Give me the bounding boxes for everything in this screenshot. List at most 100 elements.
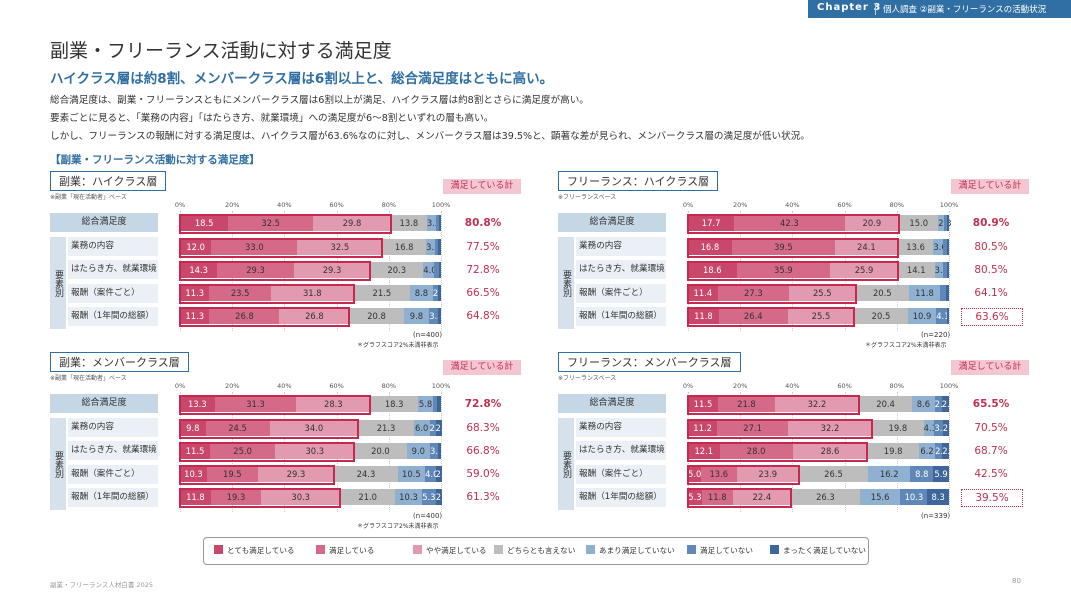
bar-segment: 3.6: [933, 238, 947, 255]
bar-segment: 29.3: [293, 261, 371, 278]
legend-swatch: [413, 545, 422, 554]
bar-segment: 20.0: [354, 442, 407, 459]
bar-segment: 20.5: [855, 284, 910, 301]
axis-tick-label: 0%: [174, 382, 186, 390]
bar-segment: [939, 284, 947, 301]
gridline: [441, 392, 442, 512]
bar-segment: 18.5: [180, 214, 229, 231]
bar-segment: 3.5: [429, 307, 443, 324]
category-label: はたらき方、就業環境: [68, 260, 158, 280]
legend-label: やや満足している: [426, 546, 487, 555]
chart-base-note: ※フリーランスベース: [558, 194, 617, 201]
bar-segment: 11.3: [180, 284, 210, 301]
bar-segment: 15.0: [899, 214, 939, 231]
satisfied-total: 61.3%: [466, 490, 500, 503]
bar-segment: [435, 238, 439, 255]
bar-segment: 29.8: [313, 214, 391, 231]
bar-segment: 34.0: [269, 419, 359, 436]
axis-tick-label: 100%: [431, 382, 451, 390]
bar-segment: 10.3: [180, 465, 207, 482]
body-line: 要素ごとに見ると、「業務の内容」「はたらき方、就業環境」への満足度が6～8割とい…: [50, 113, 494, 124]
bar-segment: 2.9: [941, 395, 955, 412]
sample-size: (n=400): [413, 331, 443, 339]
stacked-bar: 9.824.534.021.36.02.32.3: [179, 418, 449, 439]
chart-footnote: ＊グラフスコア2%未満非表示: [357, 342, 439, 349]
category-overall: 総合満足度: [558, 394, 666, 413]
bar-segment: 29.3: [217, 261, 294, 278]
bar-segment: 10.5: [397, 465, 426, 482]
bar-segment: 12.0: [180, 238, 212, 255]
sample-size: (n=220): [921, 331, 951, 339]
legend-swatch: [770, 545, 779, 554]
satisfied-total: 77.5%: [466, 240, 500, 253]
bar-segment: 14.1: [897, 261, 935, 278]
body-line: しかし、フリーランスの報酬に対する満足度は、ハイクラス層が63.6%なのに対し、…: [50, 131, 810, 142]
bar-segment: [942, 238, 947, 255]
bar-segment: 29.3: [257, 465, 335, 482]
satisfied-total-header: 満足している計: [951, 179, 1029, 194]
bar-segment: 9.0: [406, 442, 431, 459]
factor-group-label: 要素別: [558, 418, 574, 510]
bar-segment: 6.0: [413, 419, 430, 436]
stacked-bar: 17.742.320.915.02.3: [687, 213, 952, 234]
chart-base-note: ※フリーランスベース: [558, 375, 617, 382]
bar-segment: 15.6: [859, 488, 901, 505]
category-label: はたらき方、就業環境: [576, 441, 666, 461]
x-axis: 0% 20% 40% 60% 80% 100%: [175, 201, 450, 211]
chapter-label: Chapter 3: [817, 2, 882, 13]
bar-segment: 32.5: [228, 214, 314, 231]
bar-segment: 30.3: [275, 442, 355, 459]
satisfied-total: 80.5%: [974, 240, 1008, 253]
stacked-bar: 11.4 27.3 25.5 20.5 11.8: [687, 283, 949, 304]
stacked-bar: 11.8 26.4 25.5 20.5 10.9 4.1: [687, 306, 950, 327]
sample-size: (n=400): [413, 512, 443, 520]
legend-item: まったく満足していない: [770, 545, 866, 556]
bar-segment: 23.5: [209, 284, 271, 301]
chart-title: フリーランス：ハイクラス層: [558, 171, 719, 191]
bar-segment: 3.3: [426, 214, 440, 231]
category-overall: 総合満足度: [50, 394, 158, 413]
legend-swatch: [316, 545, 325, 554]
bar-segment: 20.4: [858, 395, 913, 412]
legend-item: どちらとも言えない: [494, 545, 575, 556]
satisfied-total: 68.7%: [974, 444, 1008, 457]
bar-segment: 9.8: [180, 419, 206, 436]
section-label: 個人調査 ②副業・フリーランスの活動状況: [883, 5, 1047, 15]
stacked-bar: 5.0 13.6 23.9 26.5 16.2 8.8 5.9: [687, 464, 949, 485]
axis-tick-label: 20%: [732, 382, 748, 390]
bar-segment: 8.8: [409, 284, 433, 301]
axis-tick-label: 60%: [837, 382, 852, 390]
body-text: 総合満足度は、副業・フリーランスともにメンバークラス層は6割以上が満足、ハイクラ…: [50, 92, 810, 146]
satisfied-total: 68.3%: [466, 421, 500, 434]
chart-panel: フリーランス：メンバークラス層 ※フリーランスベース 満足している計 0% 20% 40%…: [558, 352, 1048, 522]
bar-segment: 20.5: [854, 307, 908, 324]
category-label: 業務の内容: [68, 237, 158, 256]
bar-segment: [438, 238, 441, 255]
axis-tick-label: 80%: [889, 382, 905, 390]
axis-tick-label: 80%: [889, 201, 905, 209]
axis-tick-label: 60%: [329, 201, 344, 209]
bar-segment: 5.9: [933, 465, 949, 482]
satisfied-total-header: 満足している計: [443, 179, 521, 194]
legend-item: あまり満足していない: [586, 545, 675, 556]
bar-segment: 5.3: [688, 488, 702, 505]
bar-segment: [433, 395, 438, 412]
page-number: 80: [1012, 577, 1021, 585]
chart-footnote: ＊グラフスコア2%未満非表示: [865, 342, 947, 349]
satisfied-total-header: 満足している計: [951, 360, 1029, 375]
stacked-bar: 12.0 33.0 32.5 16.8 3.5: [179, 237, 441, 258]
chapter-header-fill: [808, 0, 1071, 18]
bar-segment: 3.5: [426, 238, 439, 255]
bar-segment: 9.8: [403, 307, 430, 324]
bar-segment: [438, 284, 441, 301]
bar-segment: [437, 442, 442, 459]
bar-segment: 25.5: [789, 284, 856, 301]
bar-segment: 11.3: [180, 307, 210, 324]
bar-segment: 20.3: [370, 261, 424, 278]
stacked-bar: 11.323.531.821.58.82.0: [179, 283, 446, 304]
gridline: [949, 392, 950, 512]
bar-segment: [946, 214, 949, 231]
bar-segment: 4.0: [423, 261, 437, 278]
legend-item: 満足していない: [687, 545, 753, 556]
category-overall: 総合満足度: [558, 213, 666, 232]
